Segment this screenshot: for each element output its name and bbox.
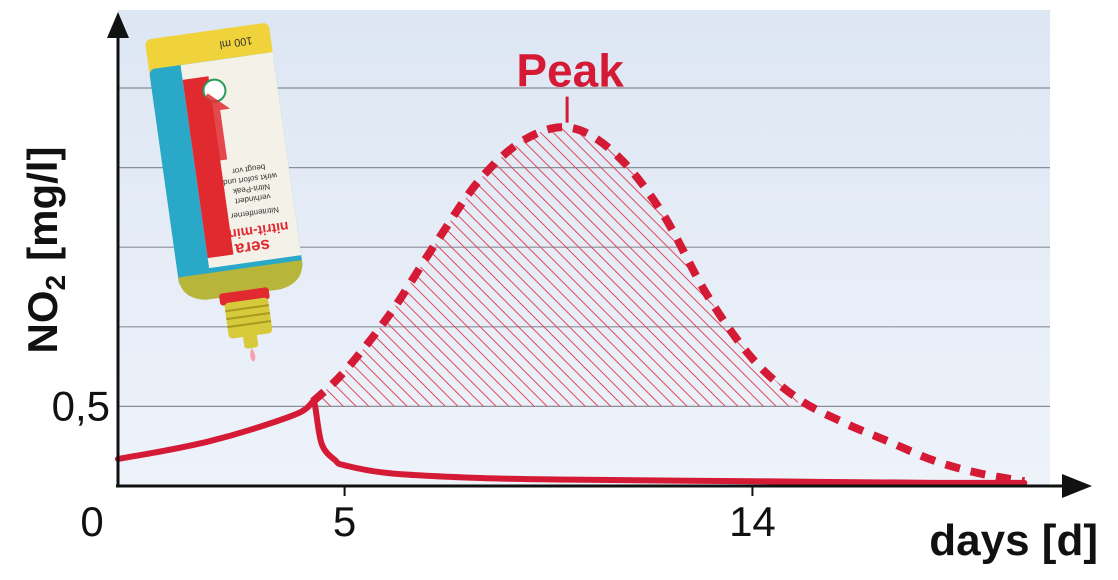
y-axis-arrow-icon: [107, 12, 129, 38]
y-axis-title-main: NO: [19, 290, 66, 353]
y-tick-label: 0,5: [52, 382, 110, 429]
axis-ticks: 0 5 14 0,5: [52, 382, 776, 545]
bottle-cap: [224, 297, 273, 339]
bottle-shoulder: [178, 260, 303, 300]
bottle-volume: 100 ml: [219, 34, 253, 50]
series-line-without-treatment: [310, 123, 1026, 486]
bottle-arrow-icon: [190, 93, 231, 163]
x-axis-title: days [d]: [929, 516, 1098, 565]
bottle-neck-ring: [219, 287, 270, 306]
series-line-with-treatment: [115, 398, 1028, 486]
y-axis-title-unit: [mg/l]: [19, 147, 66, 261]
x-axis-arrow-icon: [1062, 474, 1092, 498]
bottle-drop: [250, 347, 256, 362]
y-axis-title: NO2 [mg/l]: [19, 147, 71, 354]
peak-hatched-area: [312, 127, 798, 407]
x-tick-label: 0: [80, 498, 103, 545]
peak-annotation: Peak: [516, 45, 624, 97]
x-tick-label: 5: [333, 498, 356, 545]
y-axis-title-subscript: 2: [40, 275, 71, 291]
bottle-illustration: 100 ml sera nitrit-minus Nitritentferner…: [145, 23, 303, 362]
x-tick-label: 14: [729, 498, 776, 545]
bottle-red-band: [182, 76, 234, 259]
bottle-brand: sera: [233, 235, 271, 259]
